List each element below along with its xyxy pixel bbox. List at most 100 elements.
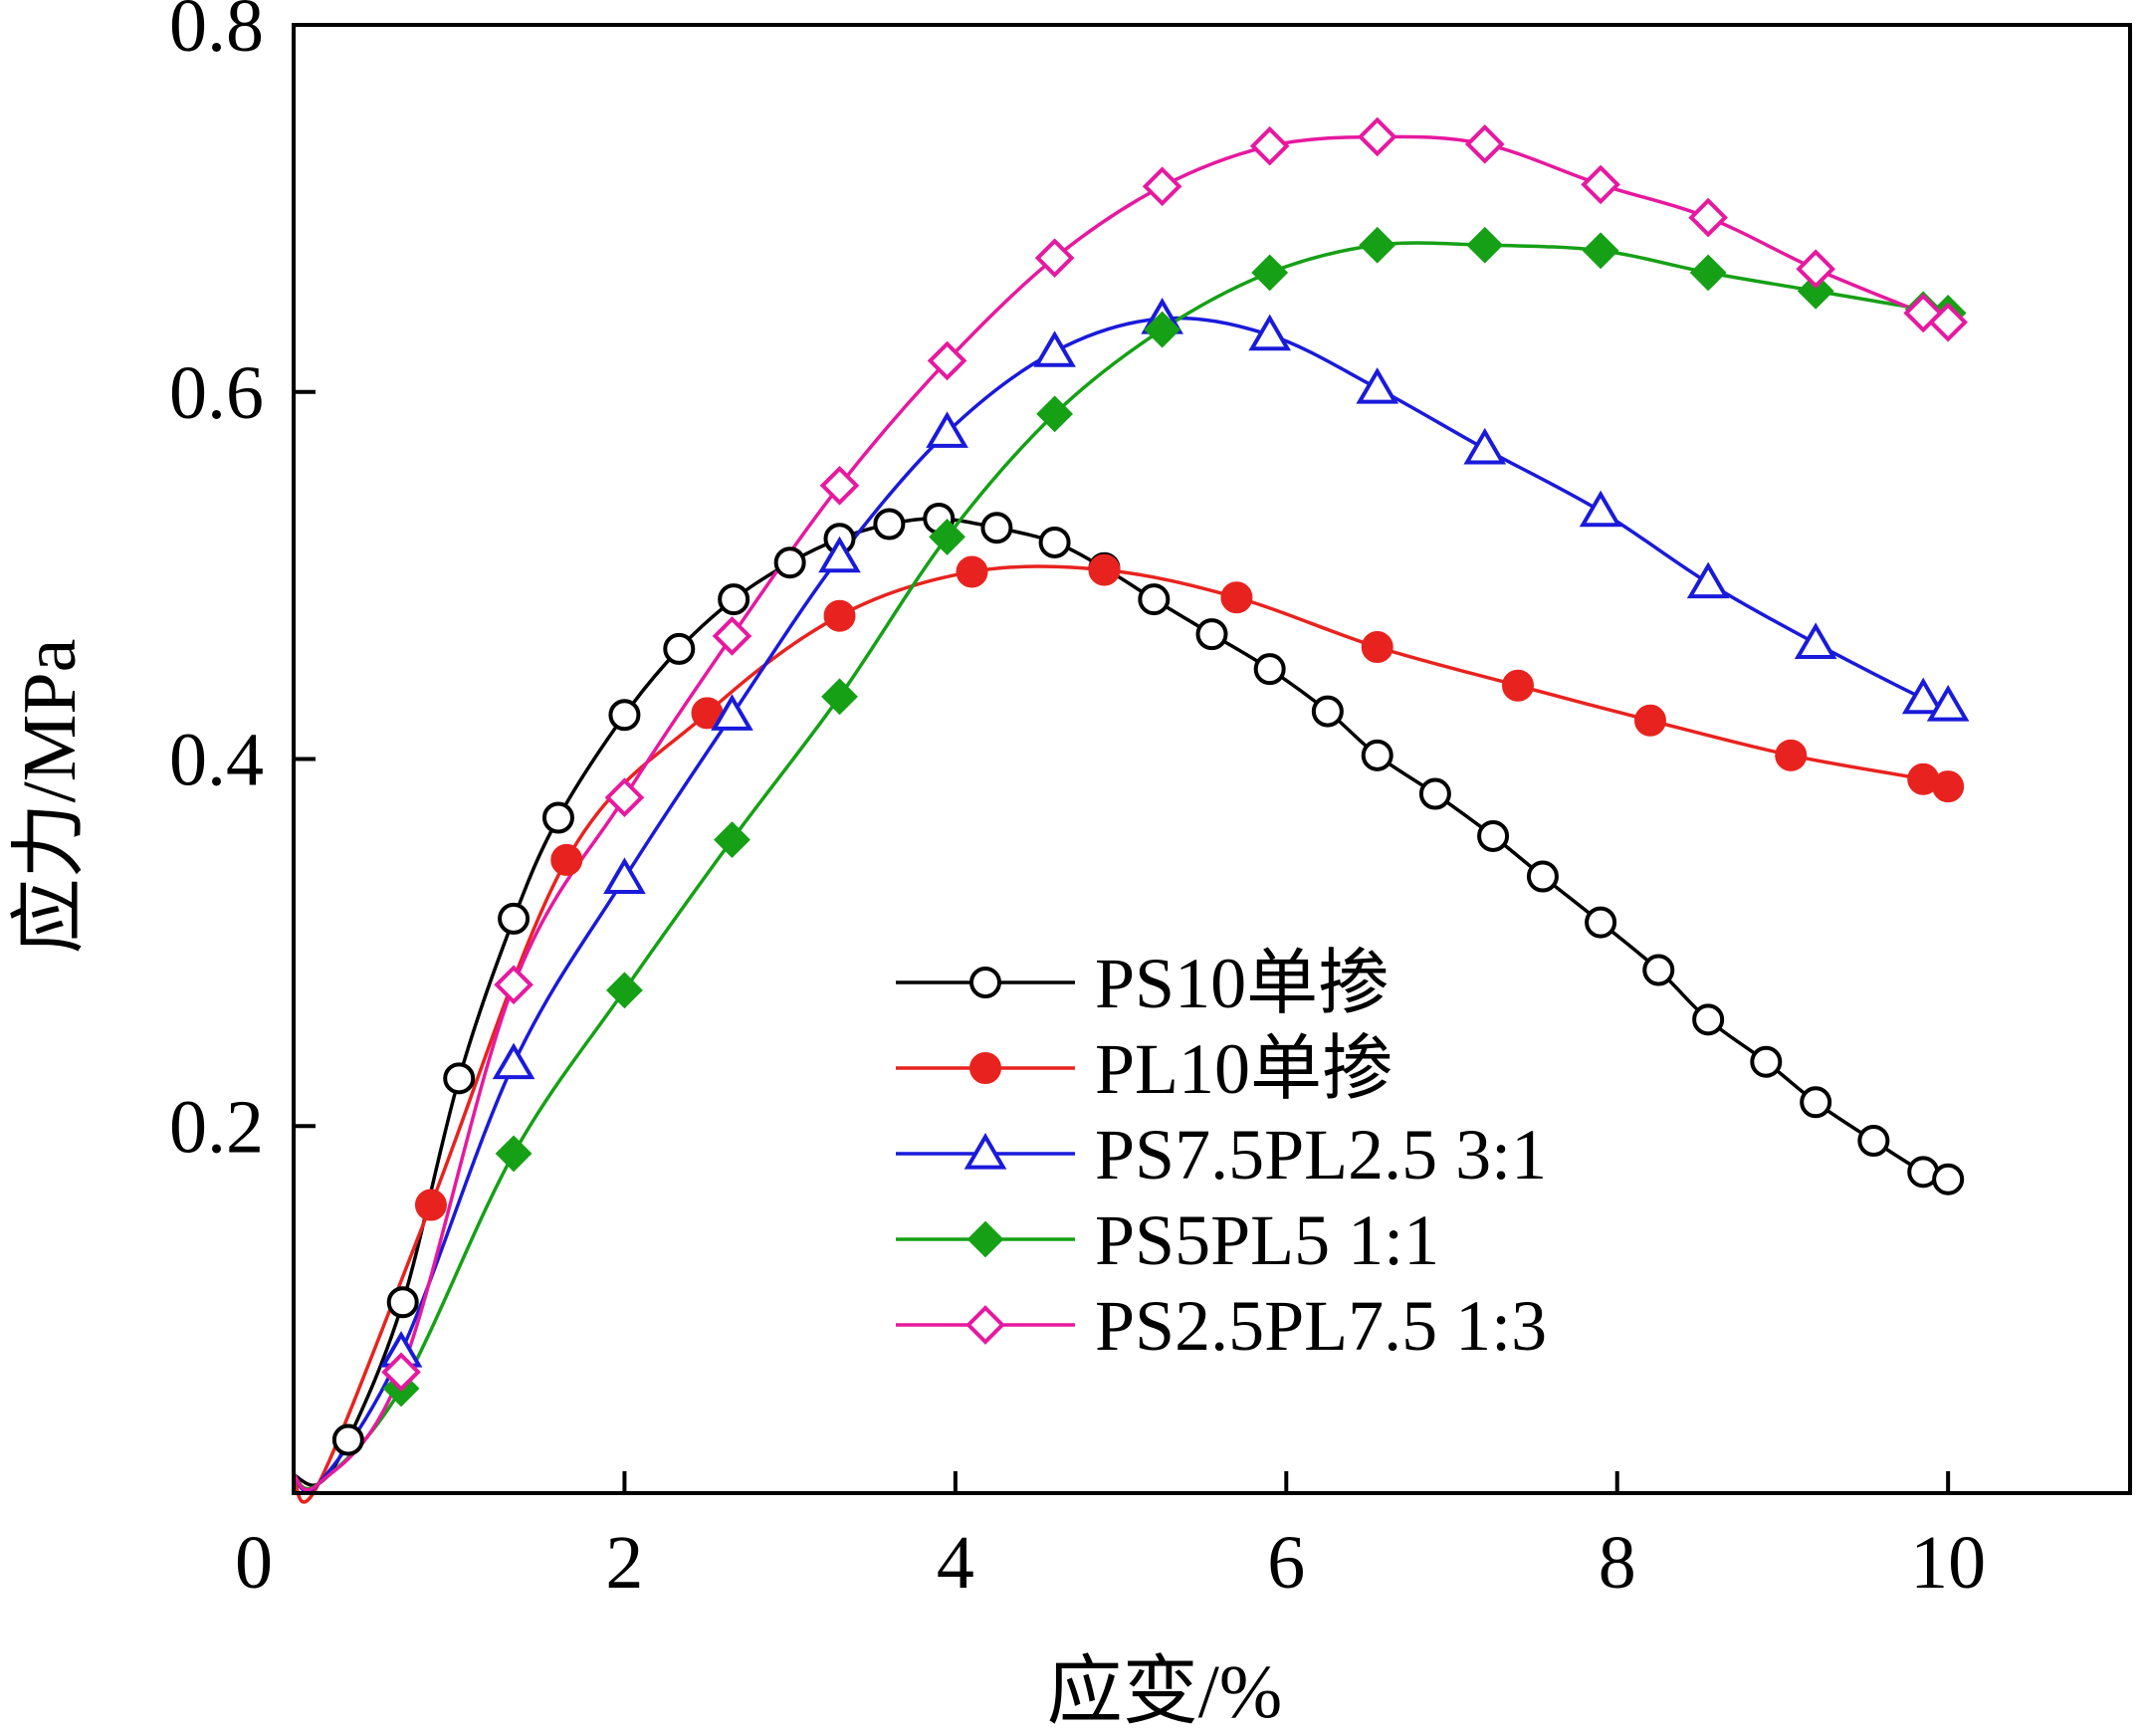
data-point bbox=[1689, 254, 1727, 292]
x-axis-label: 应变/% bbox=[1047, 1650, 1282, 1734]
data-point bbox=[1692, 1003, 1725, 1036]
data-point bbox=[603, 857, 646, 894]
data-point bbox=[718, 583, 750, 616]
data-point bbox=[1036, 395, 1074, 433]
y-tick-label: 0.8 bbox=[169, 0, 264, 68]
x-tick-label: 4 bbox=[937, 1521, 974, 1605]
data-point bbox=[1356, 367, 1399, 404]
data-point bbox=[1502, 669, 1534, 702]
series-line bbox=[292, 564, 1949, 1504]
data-point bbox=[606, 972, 643, 1009]
data-point bbox=[495, 1135, 533, 1173]
data-point bbox=[1311, 695, 1344, 728]
data-point bbox=[1928, 302, 1968, 342]
legend-label: PL10单掺 bbox=[1095, 1029, 1393, 1109]
data-point bbox=[1361, 631, 1393, 664]
data-point bbox=[980, 512, 1013, 544]
legend-label: PS2.5PL7.5 1:3 bbox=[1095, 1286, 1547, 1366]
axes: 0 2 4 6 8 10 0.2 0.4 0.6 0.8 bbox=[169, 0, 1986, 1605]
data-point bbox=[1642, 954, 1675, 986]
data-point bbox=[604, 777, 645, 818]
legend-marker bbox=[966, 1220, 1004, 1258]
legend-label: PS7.5PL2.5 3:1 bbox=[1095, 1115, 1547, 1194]
data-point bbox=[1142, 166, 1182, 207]
data-point bbox=[926, 411, 968, 448]
data-point bbox=[773, 546, 806, 579]
data-point bbox=[1775, 739, 1808, 771]
data-point bbox=[1526, 860, 1559, 893]
data-point bbox=[1463, 427, 1507, 465]
data-point bbox=[414, 1189, 447, 1221]
data-point bbox=[1633, 704, 1666, 737]
legend-label: PS5PL5 1:1 bbox=[1095, 1200, 1439, 1280]
legend-marker bbox=[965, 1305, 1005, 1345]
data-point bbox=[1418, 777, 1451, 810]
data-point bbox=[1357, 116, 1397, 157]
data-point bbox=[1088, 553, 1121, 586]
data-point bbox=[1034, 238, 1075, 278]
x-tick-label: 8 bbox=[1599, 1521, 1636, 1605]
legend-marker bbox=[964, 1133, 1007, 1170]
data-point bbox=[608, 699, 641, 732]
data-point bbox=[1581, 164, 1620, 205]
data-point bbox=[1251, 254, 1289, 292]
data-point bbox=[956, 555, 988, 588]
data-point bbox=[1686, 561, 1730, 599]
data-point bbox=[1579, 490, 1622, 528]
data-point bbox=[492, 1042, 536, 1080]
x-tick-label: 6 bbox=[1267, 1521, 1305, 1605]
data-point bbox=[1138, 583, 1171, 616]
data-point bbox=[1464, 124, 1505, 164]
data-point bbox=[711, 694, 753, 731]
legend-marker bbox=[969, 967, 1001, 998]
data-point bbox=[381, 1352, 421, 1393]
data-point bbox=[386, 1286, 419, 1319]
data-point bbox=[1477, 819, 1510, 852]
plot-markers bbox=[331, 116, 1970, 1456]
data-point bbox=[1361, 739, 1393, 771]
data-point bbox=[712, 616, 752, 656]
data-point bbox=[1901, 677, 1945, 715]
data-point bbox=[498, 902, 531, 935]
data-point bbox=[1857, 1125, 1890, 1157]
data-point bbox=[929, 518, 965, 555]
y-tick-label: 0.4 bbox=[169, 719, 264, 802]
data-point bbox=[1248, 314, 1292, 351]
y-tick-label: 0.2 bbox=[169, 1085, 264, 1169]
data-point bbox=[927, 340, 967, 381]
data-point bbox=[1794, 622, 1837, 659]
data-point bbox=[1750, 1045, 1783, 1078]
data-point bbox=[819, 465, 860, 506]
data-point bbox=[714, 821, 750, 859]
series-line bbox=[292, 134, 1949, 1492]
data-point bbox=[1249, 125, 1290, 166]
data-point bbox=[1932, 770, 1965, 803]
data-point bbox=[873, 508, 906, 541]
series-line bbox=[292, 241, 1949, 1491]
data-point bbox=[1797, 272, 1834, 310]
data-point bbox=[1144, 311, 1181, 348]
data-point bbox=[1359, 226, 1396, 264]
data-point bbox=[1582, 232, 1619, 270]
data-point bbox=[823, 599, 856, 632]
data-point bbox=[443, 1062, 476, 1095]
data-point bbox=[1253, 653, 1286, 686]
legend-marker bbox=[969, 1052, 1001, 1084]
data-point bbox=[1195, 618, 1228, 651]
data-point bbox=[494, 965, 534, 1005]
data-point bbox=[1585, 906, 1617, 939]
data-point bbox=[818, 536, 861, 573]
data-point bbox=[663, 632, 696, 665]
legend-label: PS10单掺 bbox=[1095, 944, 1390, 1023]
data-point bbox=[1220, 581, 1253, 614]
data-point bbox=[1796, 249, 1836, 290]
data-point bbox=[821, 678, 858, 716]
data-point bbox=[331, 1423, 364, 1456]
x-tick-label: 0 bbox=[235, 1521, 273, 1605]
x-tick-label: 10 bbox=[1910, 1521, 1986, 1605]
data-point bbox=[541, 801, 574, 834]
data-point bbox=[1688, 197, 1728, 238]
data-point bbox=[550, 843, 583, 876]
